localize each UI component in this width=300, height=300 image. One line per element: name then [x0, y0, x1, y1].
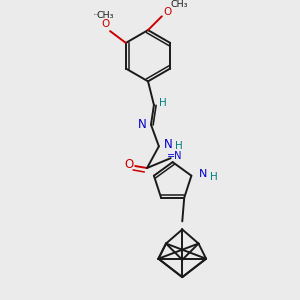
Text: O: O [125, 158, 134, 171]
Text: N: N [164, 138, 173, 151]
Text: CH₃: CH₃ [171, 0, 188, 9]
Text: methoxy: methoxy [94, 14, 101, 15]
Text: H: H [210, 172, 218, 182]
Text: H: H [159, 98, 167, 108]
Text: O: O [164, 8, 172, 17]
Text: =N: =N [167, 151, 182, 161]
Text: N: N [138, 118, 146, 131]
Text: O: O [101, 19, 109, 29]
Text: H: H [175, 141, 182, 151]
Text: CH₃: CH₃ [96, 11, 114, 20]
Text: N: N [199, 169, 207, 179]
